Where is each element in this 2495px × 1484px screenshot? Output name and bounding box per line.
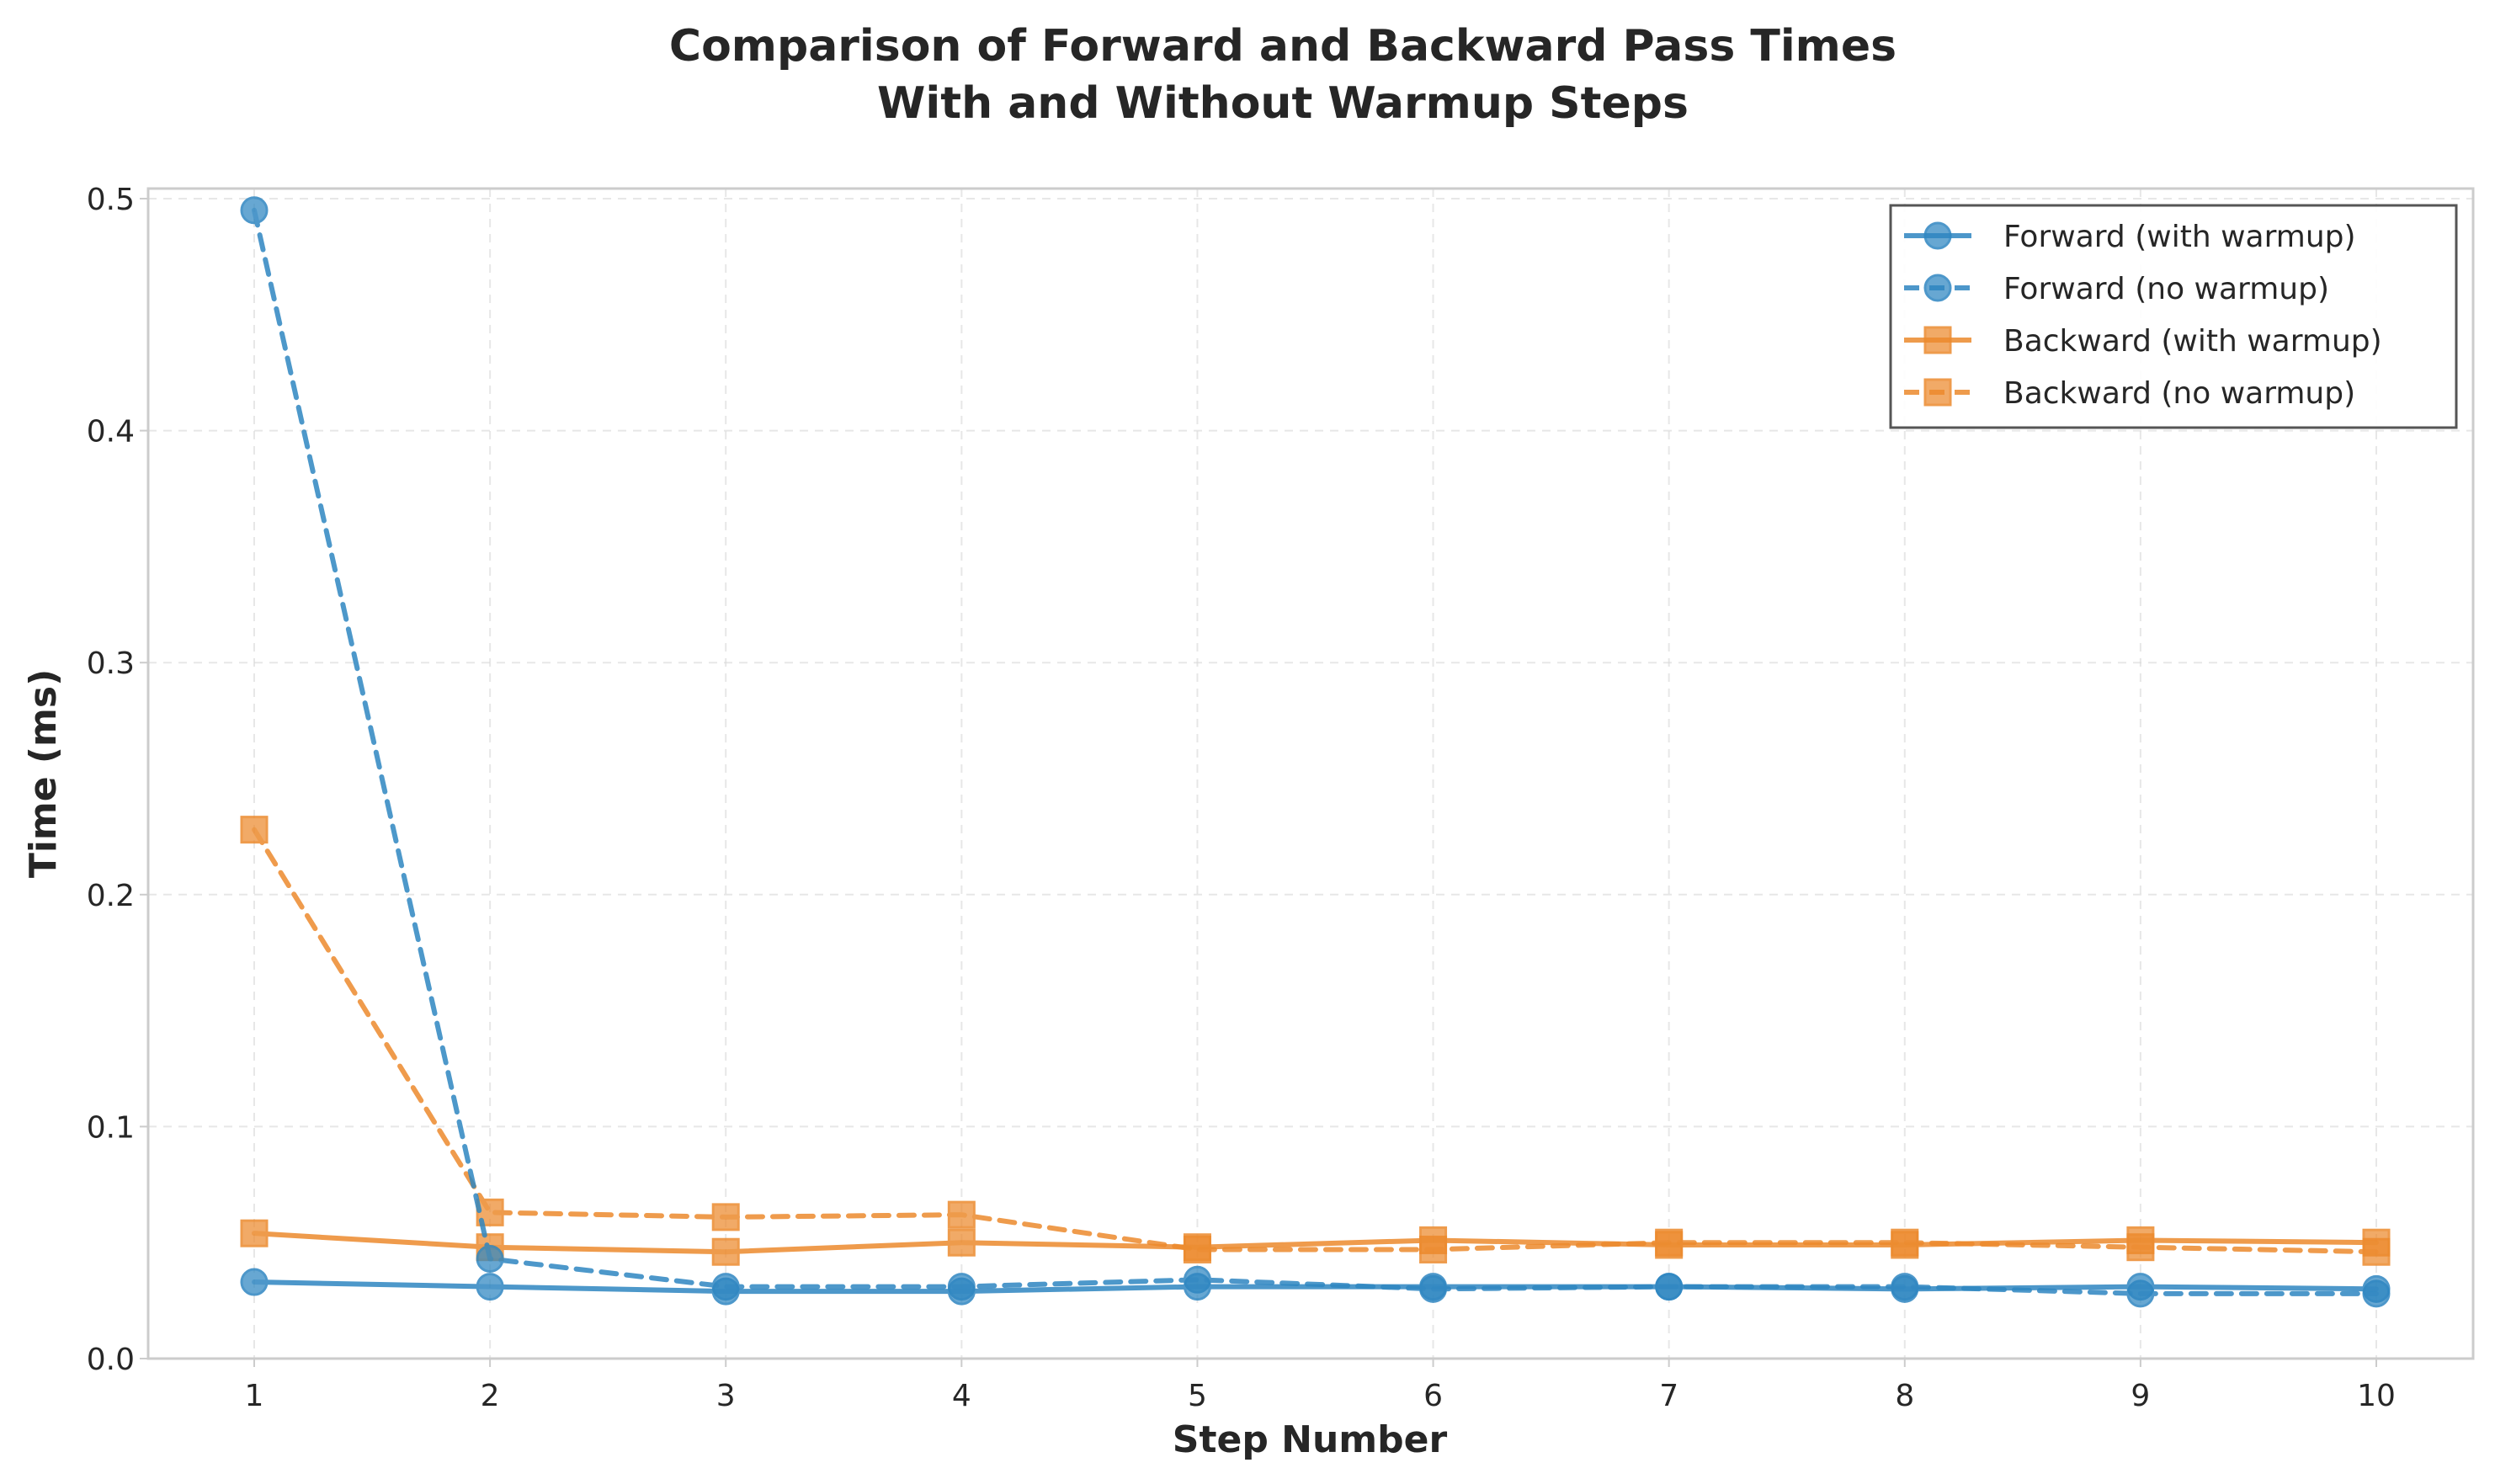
x-tick-label-9: 9 (2131, 1379, 2150, 1413)
grid (148, 189, 2473, 1359)
data-point-forward-with-warmup-8 (1891, 1274, 1919, 1303)
data-point-forward-with-warmup-3 (711, 1277, 740, 1306)
x-tick-label-6: 6 (1423, 1379, 1443, 1413)
x-tick-label-8: 8 (1895, 1379, 1914, 1413)
legend-marker-forward-with-warmup (1923, 221, 1952, 250)
data-point-backward-with-warmup-10 (2362, 1228, 2391, 1257)
y-tick-label-3: 0.3 (87, 646, 135, 681)
data-point-backward-no-warmup-3 (711, 1203, 740, 1231)
data-point-forward-no-warmup-1 (240, 196, 269, 225)
data-point-forward-with-warmup-10 (2362, 1274, 2391, 1303)
series-layer (240, 196, 2391, 1308)
data-point-forward-with-warmup-7 (1655, 1273, 1684, 1301)
chart-title-line-2: With and Without Warmup Steps (877, 78, 1689, 129)
x-tick-label-7: 7 (1659, 1379, 1678, 1413)
x-tick-label-2: 2 (481, 1379, 500, 1413)
y-tick-label-5: 0.5 (87, 183, 135, 217)
data-point-backward-with-warmup-4 (947, 1228, 976, 1257)
plot-area-frame (146, 187, 2475, 1360)
x-tick-label-4: 4 (952, 1379, 971, 1413)
data-point-backward-no-warmup-1 (240, 816, 269, 844)
y-tick-label-4: 0.4 (87, 415, 135, 449)
data-point-backward-with-warmup-7 (1655, 1231, 1684, 1259)
series-backward-with-warmup (240, 1219, 2391, 1266)
data-point-forward-with-warmup-9 (2126, 1273, 2155, 1301)
y-tick-label-0: 0.0 (87, 1343, 135, 1377)
legend-label-forward-no-warmup: Forward (no warmup) (2003, 272, 2329, 306)
legend-label-backward-no-warmup: Backward (no warmup) (2003, 376, 2355, 411)
data-point-backward-with-warmup-6 (1419, 1226, 1448, 1254)
data-point-backward-with-warmup-5 (1183, 1233, 1211, 1262)
data-point-forward-with-warmup-2 (476, 1273, 504, 1301)
chart-title-line-1: Comparison of Forward and Backward Pass … (669, 21, 1897, 72)
data-point-forward-with-warmup-5 (1183, 1273, 1211, 1301)
y-tick-label-1: 0.1 (87, 1110, 135, 1145)
legend-marker-forward-no-warmup (1923, 274, 1952, 302)
data-point-backward-with-warmup-9 (2126, 1226, 2155, 1254)
data-point-backward-no-warmup-2 (476, 1198, 504, 1226)
legend-box (1889, 204, 2458, 429)
series-line-backward-with-warmup (252, 1231, 2379, 1255)
legend-label-forward-with-warmup: Forward (with warmup) (2003, 220, 2356, 254)
series-line-backward-no-warmup (252, 827, 2379, 1255)
x-tick-label-5: 5 (1188, 1379, 1207, 1413)
data-point-forward-with-warmup-4 (947, 1277, 976, 1306)
legend-label-backward-with-warmup: Backward (with warmup) (2003, 324, 2382, 359)
data-point-forward-with-warmup-1 (240, 1268, 269, 1296)
data-point-backward-with-warmup-8 (1891, 1231, 1919, 1259)
data-point-backward-with-warmup-3 (711, 1237, 740, 1266)
series-forward-with-warmup (240, 1268, 2391, 1306)
x-axis-label: Step Number (1173, 1418, 1448, 1461)
data-point-forward-with-warmup-6 (1419, 1273, 1448, 1301)
y-axis-ticks: 0.0 0.1 0.2 0.3 0.4 0.5 (87, 183, 148, 1377)
x-tick-label-10: 10 (2357, 1379, 2396, 1413)
y-axis-label: Time (ms) (22, 669, 65, 878)
x-tick-label-3: 3 (716, 1379, 736, 1413)
series-backward-no-warmup (240, 816, 2391, 1266)
data-point-forward-no-warmup-2 (476, 1244, 504, 1273)
x-axis-ticks: 1 2 3 4 5 6 7 8 9 10 (245, 1359, 2396, 1413)
series-line-forward-with-warmup (252, 1279, 2379, 1295)
data-point-backward-no-warmup-4 (947, 1200, 976, 1229)
data-point-backward-with-warmup-1 (240, 1219, 269, 1247)
x-tick-label-1: 1 (245, 1379, 264, 1413)
legend-marker-backward-with-warmup (1923, 326, 1952, 354)
y-tick-label-2: 0.2 (87, 879, 135, 913)
legend-marker-backward-no-warmup (1923, 378, 1952, 407)
legend: Forward (with warmup) Forward (no warmup)… (1889, 204, 2458, 429)
